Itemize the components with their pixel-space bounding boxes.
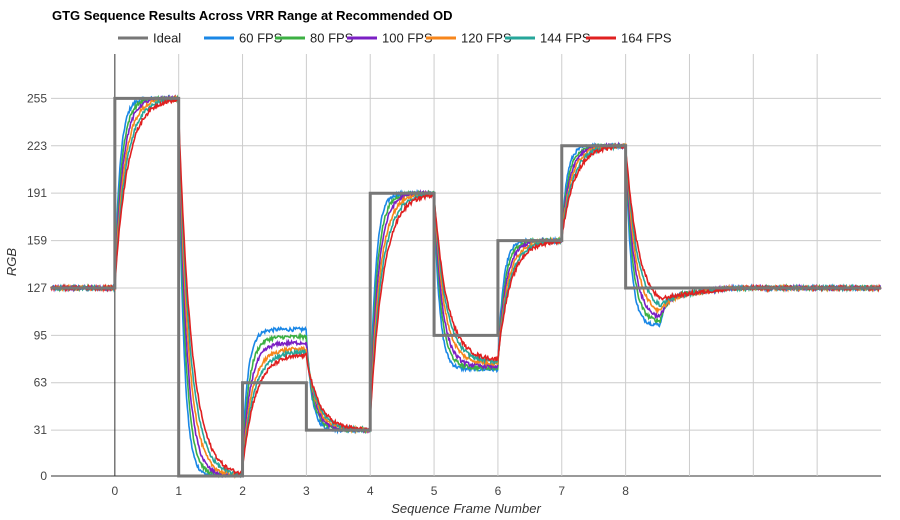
series-line-164-fps [50,95,882,476]
legend-item-60-fps: 60 FPS [204,31,283,46]
x-tick-label: 5 [431,484,438,498]
x-tick-label: 0 [112,484,119,498]
y-tick-label: 0 [40,469,47,483]
series-lines [50,94,882,480]
y-tick-label: 63 [34,376,48,390]
legend-label: 80 FPS [310,31,354,46]
legend-label: 120 FPS [461,31,512,46]
legend-item-ideal: Ideal [118,31,181,46]
axes: 0 31 63 95 127 159 191 223 255 0 1 2 3 4 5 6 7 8 [27,91,629,498]
chart-title: GTG Sequence Results Across VRR Range at… [52,8,452,23]
legend-item-144-fps: 144 FPS [505,31,591,46]
y-tick-label: 223 [27,139,47,153]
y-tick-label: 191 [27,186,47,200]
y-tick-label: 31 [34,423,48,437]
x-tick-label: 1 [175,484,182,498]
y-tick-label: 255 [27,91,47,105]
legend-item-100-fps: 100 FPS [347,31,433,46]
y-tick-label: 127 [27,281,47,295]
x-axis-title: Sequence Frame Number [391,501,541,516]
legend-item-164-fps: 164 FPS [586,31,672,46]
series-line-ideal [51,96,881,478]
y-axis-title: RGB [4,248,19,277]
legend-label: 164 FPS [621,31,672,46]
legend-label: 60 FPS [239,31,283,46]
x-tick-label: 3 [303,484,310,498]
x-tick-label: 6 [495,484,502,498]
x-tick-label: 7 [558,484,565,498]
x-tick-label: 8 [622,484,629,498]
legend-label: 100 FPS [382,31,433,46]
legend-item-80-fps: 80 FPS [275,31,354,46]
grid [51,54,881,477]
x-tick-label: 4 [367,484,374,498]
y-tick-label: 159 [27,234,47,248]
legend-label: Ideal [153,31,181,46]
y-tick-label: 95 [34,328,48,342]
legend: Ideal 60 FPS 80 FPS 100 FPS 120 FPS 144 FPS 16… [118,31,672,46]
x-tick-label: 2 [239,484,246,498]
legend-label: 144 FPS [540,31,591,46]
legend-item-120-fps: 120 FPS [426,31,512,46]
